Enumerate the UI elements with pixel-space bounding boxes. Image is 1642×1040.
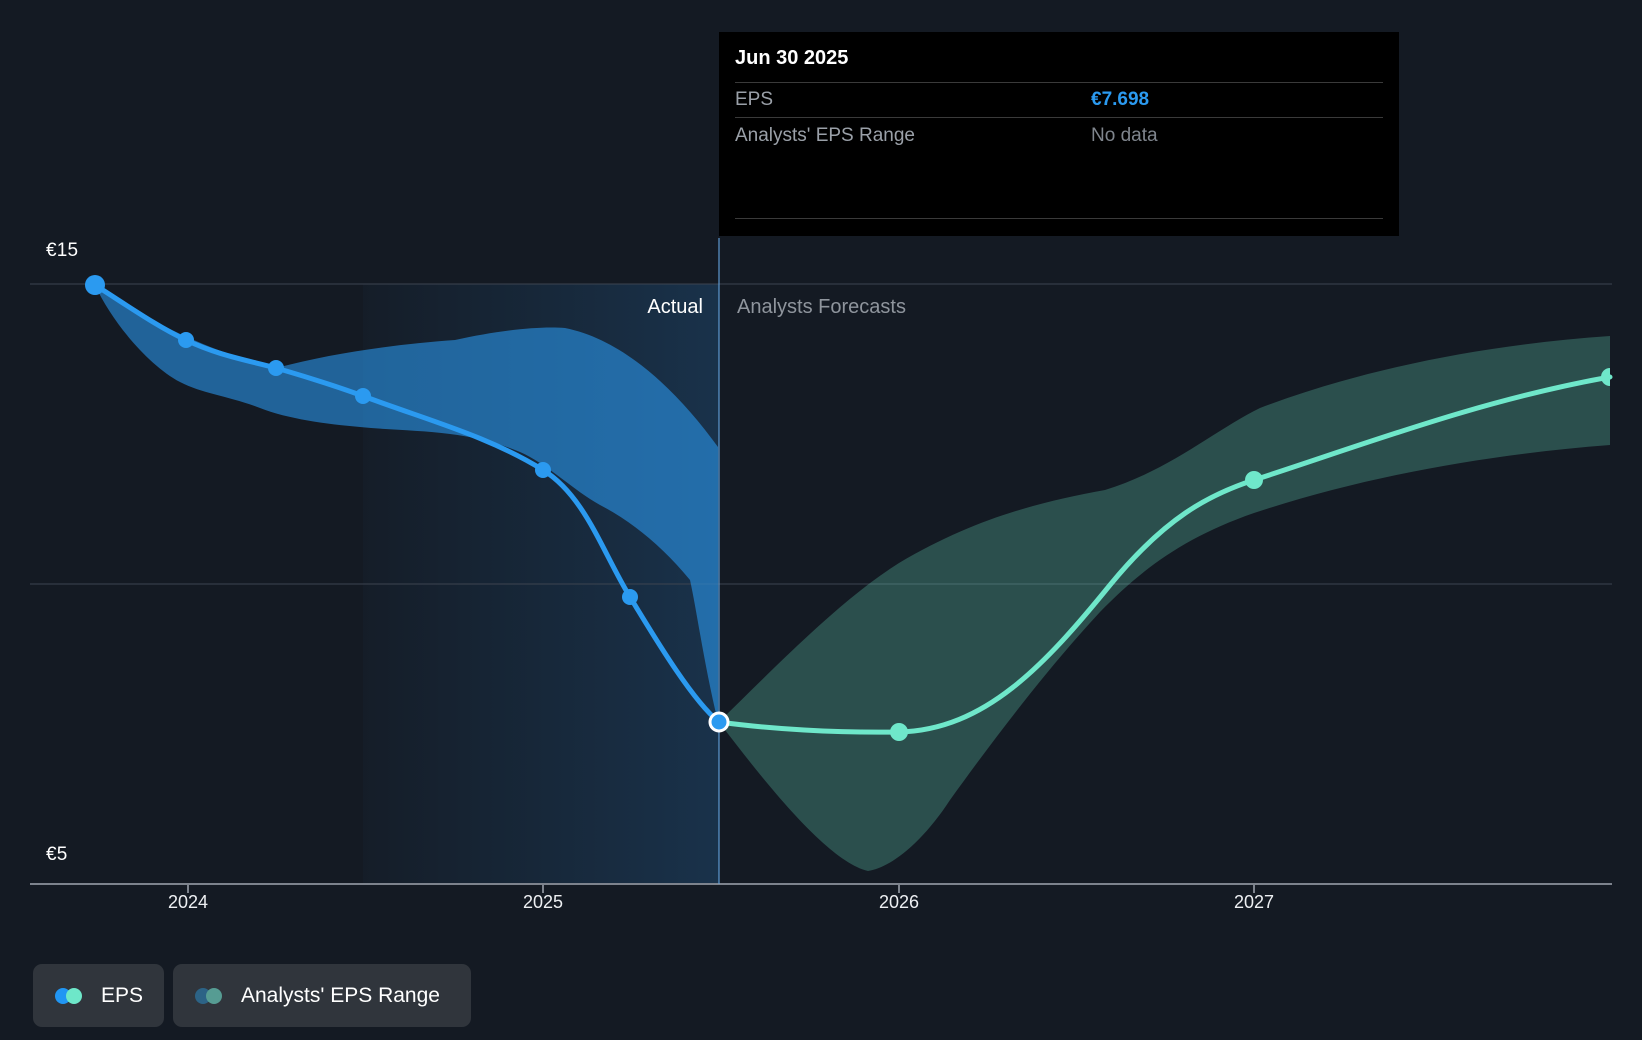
eps-current-point[interactable] [708,711,730,733]
range-teal-dot-icon [206,987,222,1004]
x-axis-label-2025: 2025 [522,892,564,912]
data-point-marker[interactable] [178,332,194,348]
actual-phase-label: Actual [647,296,703,318]
eps-teal-dot-icon [66,987,82,1004]
data-point-marker[interactable] [1245,471,1263,489]
eps-forecast-line [716,374,1613,735]
x-axis-ticks [187,884,1255,893]
data-point-marker[interactable] [622,589,638,605]
eps-forecast-points[interactable] [890,471,1263,741]
x-axis-label-2024: 2024 [167,892,209,912]
data-point-marker[interactable] [535,462,551,478]
x-axis-label-2026: 2026 [878,892,920,912]
y-axis-label-top: €15 [46,240,79,261]
x-axis-label-2027: 2027 [1233,892,1275,912]
tooltip-range-label: Analysts' EPS Range [735,124,915,146]
data-point-marker[interactable] [890,723,908,741]
y-axis-label-bottom: €5 [46,844,68,865]
tooltip-footer-divider [735,218,1383,219]
forecast-phase-label: Analysts Forecasts [737,296,906,318]
data-point-marker[interactable] [268,360,284,376]
chart-tooltip: Jun 30 2025 EPS €7.698 Analysts' EPS Ran… [719,32,1399,236]
tooltip-date: Jun 30 2025 [735,32,1383,83]
eps-forecast-end-point[interactable] [1601,368,1619,386]
data-point-marker[interactable] [85,275,105,295]
forecast-eps-range-band [719,336,1610,871]
tooltip-eps-value: €7.698 [1091,89,1150,110]
legend-range-label: Analysts' EPS Range [241,983,440,1007]
legend-item-analysts-eps-range[interactable]: Analysts' EPS Range [173,964,471,1027]
data-point-marker[interactable] [355,388,371,404]
data-point-marker[interactable] [1601,368,1619,386]
legend-item-eps[interactable]: EPS [33,964,164,1027]
actual-eps-range-band [95,285,718,722]
tooltip-eps-label: EPS [735,89,774,110]
legend-eps-label: EPS [101,983,144,1007]
chart-legend: EPS Analysts' EPS Range [33,964,471,1027]
data-point-marker[interactable] [708,711,730,733]
tooltip-range-row: Analysts' EPS Range No data [735,118,1383,153]
tooltip-eps-row: EPS €7.698 [735,83,1383,118]
tooltip-range-value: No data [1091,124,1158,146]
eps-actual-points[interactable] [85,275,638,605]
